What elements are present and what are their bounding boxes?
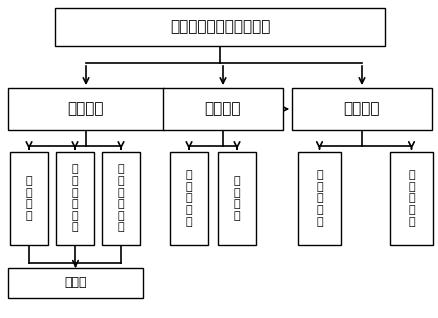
Text: 实
时
数
据
处
理: 实 时 数 据 处 理 bbox=[71, 164, 78, 232]
FancyBboxPatch shape bbox=[55, 8, 384, 46]
FancyBboxPatch shape bbox=[389, 152, 432, 245]
Text: 智能预测: 智能预测 bbox=[343, 101, 379, 116]
FancyBboxPatch shape bbox=[170, 152, 208, 245]
Text: 通
信
模
块: 通 信 模 块 bbox=[26, 176, 32, 221]
Text: 多
节
点
预
测: 多 节 点 预 测 bbox=[407, 170, 414, 227]
FancyBboxPatch shape bbox=[162, 88, 283, 130]
FancyBboxPatch shape bbox=[297, 152, 340, 245]
Text: 数
据
预
处
理: 数 据 预 处 理 bbox=[185, 170, 192, 227]
FancyBboxPatch shape bbox=[56, 152, 94, 245]
Text: 实
时
显
示: 实 时 显 示 bbox=[233, 176, 240, 221]
FancyBboxPatch shape bbox=[291, 88, 431, 130]
FancyBboxPatch shape bbox=[102, 152, 140, 245]
FancyBboxPatch shape bbox=[8, 268, 143, 298]
FancyBboxPatch shape bbox=[8, 88, 164, 130]
Text: 检测中心计算机监测软件: 检测中心计算机监测软件 bbox=[170, 19, 269, 34]
FancyBboxPatch shape bbox=[10, 152, 48, 245]
Text: 数据库: 数据库 bbox=[64, 276, 87, 289]
Text: 数据采集: 数据采集 bbox=[67, 101, 104, 116]
Text: 单
节
点
预
测: 单 节 点 预 测 bbox=[315, 170, 322, 227]
Text: 历
史
数
据
处
理: 历 史 数 据 处 理 bbox=[117, 164, 124, 232]
FancyBboxPatch shape bbox=[218, 152, 255, 245]
Text: 数据处理: 数据处理 bbox=[204, 101, 241, 116]
